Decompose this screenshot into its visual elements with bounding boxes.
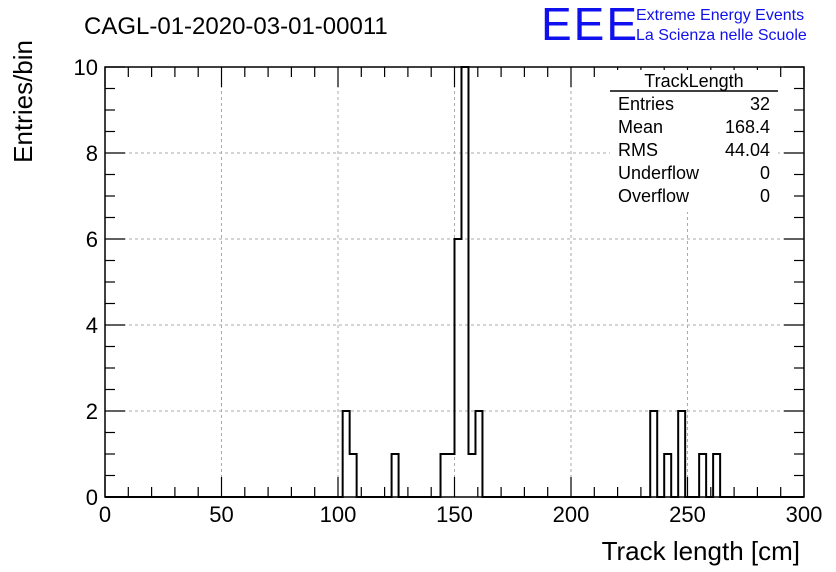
plot-frame (104, 66, 805, 498)
stats-row-label: RMS (618, 140, 658, 160)
run-title: CAGL-01-2020-03-01-00011 (84, 13, 388, 40)
y-tick-label: 0 (86, 485, 98, 510)
x-tick-label: 250 (669, 502, 706, 527)
histogram-bin (461, 67, 468, 497)
x-tick-label: 300 (786, 502, 823, 527)
histogram-bin (343, 411, 350, 497)
histogram-bin (350, 454, 357, 497)
eee-logo-mark: EEE (541, 0, 639, 50)
stats-row-label: Overflow (618, 186, 690, 206)
histogram-bin (650, 411, 657, 497)
y-tick-label: 10 (74, 55, 98, 80)
stats-row: Entries 32 (618, 94, 770, 114)
x-tick-label: 150 (436, 502, 473, 527)
stats-row-label: Mean (618, 117, 663, 137)
y-tick-labels: 0 2 4 6 8 10 (74, 55, 98, 510)
x-tick-label: 100 (320, 502, 357, 527)
stats-box: TrackLength Entries 32 Mean 168.4 RMS 44.04 Un… (610, 70, 778, 212)
histogram-bin (664, 454, 671, 497)
histogram-bin (392, 454, 399, 497)
project-tagline: La Scienza nelle Scuole (636, 27, 807, 44)
stats-row-value: 0 (760, 163, 770, 183)
stats-row-label: Entries (618, 94, 674, 114)
histogram-outline (105, 66, 804, 498)
stats-box-background (610, 70, 778, 212)
y-tick-label: 2 (86, 399, 98, 424)
stats-row-value: 44.04 (725, 140, 770, 160)
stats-row-value: 32 (750, 94, 770, 114)
y-tick-label: 6 (86, 227, 98, 252)
y-tick-label: 4 (86, 313, 98, 338)
stats-row-value: 168.4 (725, 117, 770, 137)
y-tick-label: 8 (86, 141, 98, 166)
histogram-bin (699, 454, 706, 497)
x-axis-title: Track length [cm] (602, 536, 800, 566)
histogram-bin (475, 411, 482, 497)
x-tick-label: 50 (209, 502, 233, 527)
histogram-bin (468, 454, 475, 497)
stats-row: Underflow 0 (618, 163, 770, 183)
project-name: Extreme Energy Events (636, 7, 804, 24)
stats-row: Overflow 0 (618, 186, 770, 206)
x-tick-label: 200 (553, 502, 590, 527)
stats-row-value: 0 (760, 186, 770, 206)
histogram-bin (448, 454, 455, 497)
stats-row: RMS 44.04 (618, 140, 770, 160)
histogram-bin (713, 454, 720, 497)
x-tick-labels: 0 50 100 150 200 250 300 (99, 502, 822, 527)
x-tick-label: 0 (99, 502, 111, 527)
histogram-bin (455, 239, 462, 497)
stats-row: Mean 168.4 (618, 117, 770, 137)
eee-logo: EEE Extreme Energy Events La Scienza nel… (541, 0, 807, 50)
stats-row-label: Underflow (618, 163, 700, 183)
stats-title: TrackLength (644, 71, 743, 91)
histogram-bin (678, 411, 685, 497)
y-axis-title: Entries/bin (8, 40, 38, 163)
histogram-bin (441, 454, 448, 497)
